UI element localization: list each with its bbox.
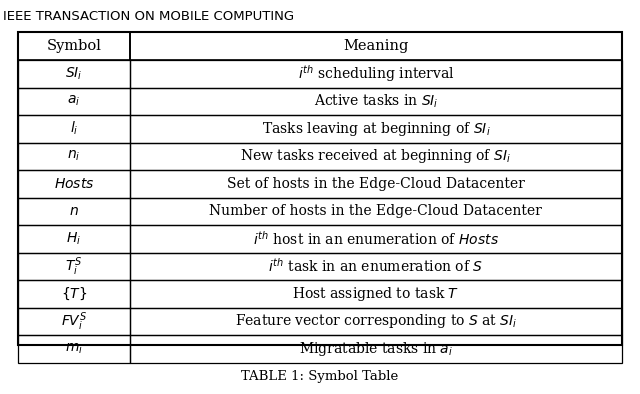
- Text: Symbol: Symbol: [47, 39, 101, 53]
- Bar: [18, 197, 130, 225]
- Text: Migratable tasks in $a_i$: Migratable tasks in $a_i$: [299, 340, 453, 358]
- Text: $l_i$: $l_i$: [70, 120, 78, 138]
- Bar: [18, 307, 130, 335]
- Bar: [130, 143, 622, 170]
- Bar: [18, 280, 130, 307]
- Bar: [18, 115, 130, 143]
- Text: $m_i$: $m_i$: [65, 342, 83, 356]
- Text: $T_i^S$: $T_i^S$: [65, 255, 83, 277]
- Bar: [130, 307, 622, 335]
- Text: Number of hosts in the Edge-Cloud Datacenter: Number of hosts in the Edge-Cloud Datace…: [209, 204, 542, 218]
- Text: Tasks leaving at beginning of $SI_i$: Tasks leaving at beginning of $SI_i$: [262, 120, 490, 138]
- Bar: [130, 170, 622, 197]
- Bar: [18, 143, 130, 170]
- Text: $a_i$: $a_i$: [67, 94, 81, 108]
- Text: $i^{th}$ host in an enumeration of $Hosts$: $i^{th}$ host in an enumeration of $Host…: [253, 230, 499, 248]
- Bar: [130, 197, 622, 225]
- Text: Meaning: Meaning: [343, 39, 408, 53]
- Bar: [18, 32, 130, 60]
- Text: Set of hosts in the Edge-Cloud Datacenter: Set of hosts in the Edge-Cloud Datacente…: [227, 177, 525, 191]
- Text: New tasks received at beginning of $SI_i$: New tasks received at beginning of $SI_i…: [241, 147, 511, 165]
- Text: $\{T\}$: $\{T\}$: [61, 286, 87, 302]
- Text: $n_i$: $n_i$: [67, 149, 81, 164]
- Bar: [130, 253, 622, 280]
- Text: $i^{th}$ task in an enumeration of $S$: $i^{th}$ task in an enumeration of $S$: [268, 257, 483, 275]
- Text: TABLE 1: Symbol Table: TABLE 1: Symbol Table: [241, 370, 399, 383]
- Text: $n$: $n$: [69, 204, 79, 218]
- Bar: [18, 225, 130, 253]
- Text: $SI_i$: $SI_i$: [65, 65, 83, 82]
- Text: $Hosts$: $Hosts$: [54, 177, 94, 191]
- Bar: [130, 115, 622, 143]
- Text: $i^{th}$ scheduling interval: $i^{th}$ scheduling interval: [298, 63, 454, 84]
- Bar: [130, 225, 622, 253]
- Bar: [18, 170, 130, 197]
- Text: Feature vector corresponding to $S$ at $SI_i$: Feature vector corresponding to $S$ at $…: [235, 312, 517, 330]
- Text: IEEE TRANSACTION ON MOBILE COMPUTING: IEEE TRANSACTION ON MOBILE COMPUTING: [3, 10, 294, 23]
- Bar: [130, 335, 622, 362]
- Bar: [130, 32, 622, 60]
- Bar: [130, 87, 622, 115]
- Bar: [18, 335, 130, 362]
- Bar: [18, 60, 130, 87]
- Text: Host assigned to task $T$: Host assigned to task $T$: [292, 285, 460, 303]
- Text: Active tasks in $SI_i$: Active tasks in $SI_i$: [314, 93, 438, 110]
- Bar: [18, 32, 622, 345]
- Text: $FV_i^S$: $FV_i^S$: [61, 310, 87, 333]
- Bar: [18, 87, 130, 115]
- Text: $H_i$: $H_i$: [67, 230, 81, 247]
- Bar: [130, 60, 622, 87]
- Bar: [18, 253, 130, 280]
- Bar: [130, 280, 622, 307]
